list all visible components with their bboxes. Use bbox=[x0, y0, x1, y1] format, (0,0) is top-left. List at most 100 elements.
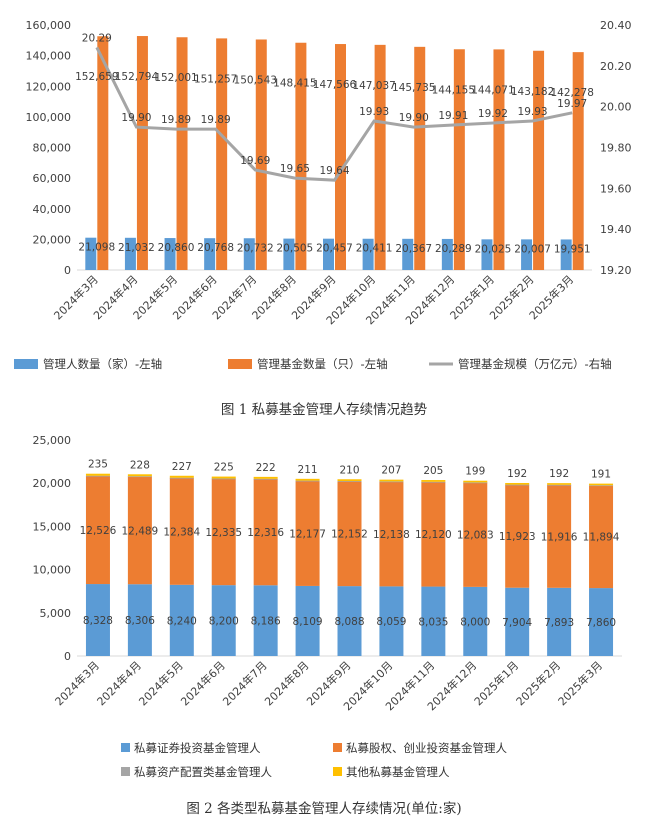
data-label-securities: 8,306 bbox=[125, 615, 155, 627]
bar-managers bbox=[362, 238, 374, 270]
bar-asset-allocation bbox=[589, 485, 614, 487]
legend-swatch bbox=[121, 767, 130, 776]
y-axis-tick-label: 25,000 bbox=[33, 434, 72, 447]
data-label-funds: 150,543 bbox=[234, 74, 277, 86]
left-axis-tick-label: 80,000 bbox=[33, 142, 72, 155]
bar-managers bbox=[204, 238, 216, 270]
chart-1-legend: 管理人数量（家）-左轴 管理基金数量（只）-左轴 管理基金规模（万亿元）-右轴 bbox=[14, 357, 612, 371]
left-axis-tick-label: 60,000 bbox=[33, 172, 72, 185]
data-label-other: 235 bbox=[88, 459, 108, 471]
data-label-equity-vc: 11,894 bbox=[583, 532, 620, 544]
data-label-securities: 7,893 bbox=[544, 617, 574, 629]
bar-asset-allocation bbox=[253, 478, 278, 480]
bar-funds bbox=[533, 50, 545, 270]
data-label-other: 207 bbox=[381, 465, 401, 477]
data-label-managers: 20,007 bbox=[514, 243, 551, 255]
bar-managers bbox=[521, 239, 533, 270]
data-label-equity-vc: 12,120 bbox=[415, 529, 452, 541]
data-label-securities: 8,240 bbox=[167, 615, 197, 627]
bar-equity-vc bbox=[253, 478, 278, 586]
bar-equity-vc bbox=[463, 482, 488, 587]
legend-label: 私募股权、创业投资基金管理人 bbox=[346, 741, 507, 755]
bar-asset-allocation bbox=[337, 481, 362, 482]
data-label-managers: 20,457 bbox=[316, 243, 353, 255]
bar-securities bbox=[253, 585, 278, 656]
bar-asset-allocation bbox=[127, 476, 152, 478]
data-label-fund-scale: 19.69 bbox=[240, 155, 270, 167]
x-axis-tick-label: 2024年7月 bbox=[220, 658, 270, 708]
bar-other bbox=[379, 479, 404, 482]
data-label-equity-vc: 12,177 bbox=[289, 528, 326, 540]
bar-other bbox=[253, 476, 278, 479]
bar-funds bbox=[493, 49, 505, 270]
data-label-fund-scale: 19.90 bbox=[399, 112, 429, 124]
chart-2: 0 5,000 10,000 15,000 20,000 25,000 8,328 12,52… bbox=[33, 434, 622, 713]
left-axis-tick-label: 40,000 bbox=[33, 203, 72, 216]
data-label-managers: 20,025 bbox=[475, 243, 512, 255]
bar-managers bbox=[323, 238, 334, 270]
right-axis-tick-label: 20.00 bbox=[600, 101, 632, 114]
bar-equity-vc bbox=[379, 481, 404, 587]
data-label-fund-scale: 19.91 bbox=[438, 110, 468, 122]
left-axis-tick-label: 140,000 bbox=[26, 50, 72, 63]
data-label-managers: 21,098 bbox=[78, 242, 115, 254]
data-label-other: 228 bbox=[130, 459, 150, 471]
left-axis-tick-label: 160,000 bbox=[26, 19, 72, 32]
bar-funds bbox=[295, 42, 307, 270]
data-label-funds: 151,257 bbox=[194, 73, 237, 85]
bar-securities bbox=[547, 587, 572, 656]
legend-label: 管理基金数量（只）-左轴 bbox=[257, 357, 388, 371]
data-label-managers: 20,289 bbox=[435, 243, 472, 255]
bar-equity-vc bbox=[295, 480, 320, 586]
bar-other bbox=[85, 473, 110, 476]
data-label-managers: 19,951 bbox=[554, 243, 591, 255]
data-label-funds: 152,001 bbox=[154, 72, 197, 84]
data-label-other: 192 bbox=[549, 468, 569, 480]
bar-funds bbox=[216, 38, 228, 270]
left-axis-tick-label: 20,000 bbox=[33, 233, 72, 246]
right-axis-tick-label: 19.80 bbox=[600, 142, 632, 155]
data-label-equity-vc: 11,916 bbox=[541, 531, 578, 543]
data-label-securities: 8,000 bbox=[460, 616, 490, 628]
bar-securities bbox=[127, 584, 152, 656]
data-label-fund-scale: 19.65 bbox=[280, 163, 310, 175]
bar-other bbox=[127, 474, 152, 477]
bar-managers bbox=[164, 238, 176, 270]
data-label-other: 211 bbox=[298, 464, 318, 476]
data-label-securities: 7,904 bbox=[502, 617, 532, 629]
bar-securities bbox=[295, 585, 320, 656]
bar-asset-allocation bbox=[85, 475, 110, 477]
data-label-securities: 8,035 bbox=[418, 616, 448, 628]
x-axis-tick-label: 2024年3月 bbox=[52, 658, 102, 708]
bar-other bbox=[295, 478, 320, 481]
y-axis-tick-label: 5,000 bbox=[40, 607, 72, 620]
bar-asset-allocation bbox=[547, 484, 572, 486]
data-label-managers: 20,505 bbox=[277, 243, 314, 255]
data-label-equity-vc: 11,923 bbox=[499, 531, 536, 543]
data-label-equity-vc: 12,489 bbox=[122, 525, 159, 537]
bar-other bbox=[463, 480, 488, 483]
data-label-funds: 144,071 bbox=[471, 84, 514, 96]
bar-securities bbox=[505, 587, 530, 656]
data-label-fund-scale: 19.93 bbox=[518, 106, 548, 118]
bar-securities bbox=[337, 586, 362, 656]
data-label-other: 191 bbox=[591, 469, 611, 481]
data-label-other: 222 bbox=[256, 462, 276, 474]
data-label-managers: 20,732 bbox=[237, 242, 274, 254]
data-label-managers: 21,032 bbox=[118, 242, 155, 254]
data-label-funds: 152,659 bbox=[75, 71, 118, 83]
left-axis-tick-label: 0 bbox=[64, 264, 71, 277]
data-label-securities: 8,200 bbox=[209, 616, 239, 628]
line-fund-scale bbox=[95, 46, 573, 182]
bar-funds bbox=[572, 52, 584, 271]
chart-2-caption: 图 2 各类型私募基金管理人存续情况(单位:家) bbox=[186, 800, 461, 817]
bar-securities bbox=[379, 586, 404, 656]
bar-asset-allocation bbox=[295, 480, 320, 482]
data-label-securities: 8,059 bbox=[376, 616, 406, 628]
bar-equity-vc bbox=[85, 475, 110, 585]
x-axis-tick-label: 2025年1月 bbox=[471, 658, 521, 708]
bar-asset-allocation bbox=[379, 481, 404, 483]
data-label-managers: 20,768 bbox=[197, 242, 234, 254]
